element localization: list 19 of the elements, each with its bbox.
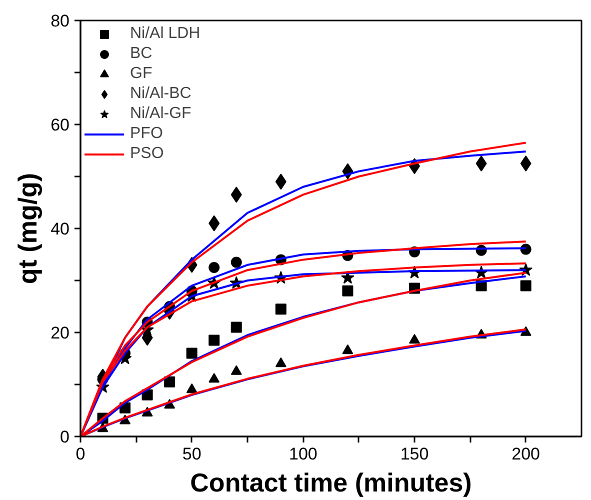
legend-label: Ni/Al-BC: [130, 85, 192, 103]
y-tick-label: 20: [50, 324, 70, 342]
x-tick-label: 50: [182, 444, 202, 464]
legend-label: Ni/Al-GF: [130, 105, 192, 123]
x-tick-label: 100: [288, 444, 318, 464]
x-tick-label: 150: [400, 444, 429, 464]
legend-label: Ni/Al LDH: [130, 25, 200, 43]
y-axis-title: qt (mg/g): [12, 172, 43, 284]
legend-label: GF: [130, 65, 152, 83]
legend-label: BC: [130, 45, 152, 63]
legend-label: PSO: [130, 145, 164, 163]
legend-label: PFO: [130, 125, 163, 143]
x-axis-title: Contact time (minutes): [190, 468, 472, 498]
x-tick-label: 0: [76, 444, 86, 464]
y-tick-label: 80: [50, 12, 70, 30]
y-tick-label: 40: [50, 220, 70, 238]
y-tick-label: 60: [50, 116, 70, 134]
x-tick-label: 200: [512, 444, 540, 464]
y-tick-label: 0: [60, 428, 70, 446]
